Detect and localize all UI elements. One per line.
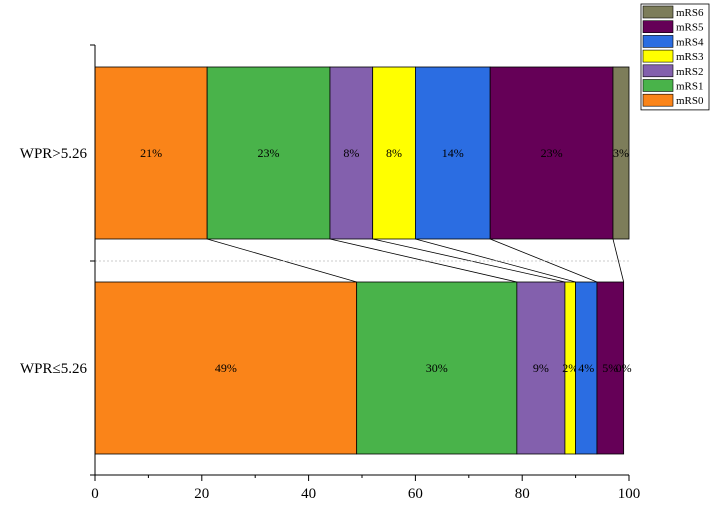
bar-value-label: 30% [426,361,448,375]
bar-segment-mrs2-0 [329,66,374,240]
legend-label: mRS3 [676,51,704,63]
category-label: WPR≤5.26 [20,361,87,377]
connector-line [415,238,576,283]
bar-value-label: 2% [562,361,578,375]
connector-lines [95,238,629,283]
bar-segment-mrs1-0 [206,66,331,240]
bar-segment-mrs0-1 [94,281,358,455]
legend-swatch-mrs5 [642,20,674,34]
x-tick-label: 100 [618,486,641,502]
legend: mRS6 mRS5 mRS4 mRS3 mRS2 mRS1 mRS0 [640,3,710,111]
bar-segment-mrs4-0 [414,66,491,240]
bar-value-label: 4% [578,361,594,375]
connector-line [372,238,566,283]
legend-label: mRS6 [676,7,704,19]
legend-label: mRS1 [676,81,704,93]
bar-value-label: 9% [533,361,549,375]
legend-label: mRS2 [676,66,704,78]
bar-value-label: 8% [343,146,359,160]
bar-value-label: 49% [215,361,237,375]
bar-segment-mrs2-1 [516,281,566,455]
bar-value-label: 8% [386,146,402,160]
bars: 21% 23% 8% 8% 14% 23% 3% 49% 30% 9% 2% 4% 5%0% [94,66,632,455]
legend-swatch-mrs3 [642,49,674,63]
bar-value-label: 3% [613,146,629,160]
legend-label: mRS0 [676,95,704,107]
connector-line [490,238,598,283]
bar-value-label: 23% [258,146,280,160]
bar-segment-mrs1-1 [356,281,518,455]
legend-swatch-mrs2 [642,64,674,78]
category-label: WPR>5.26 [20,146,88,162]
connector-line [612,238,625,283]
bar-segment-mrs0-0 [94,66,208,240]
axes: 0 20 40 60 80 100 WPR>5.26 WPR≤5.26 [20,44,641,502]
bar-segment-mrs3-0 [372,66,416,240]
bar-value-label: 5% [602,361,618,375]
bar-segment-mrs5-1 [596,281,625,455]
connector-line [207,238,357,283]
x-tick-label: 60 [408,486,423,502]
connector-line [329,238,517,283]
legend-swatch-mrs4 [642,35,674,48]
legend-swatch-mrs1 [642,79,674,92]
x-tick-label: 80 [515,486,530,502]
bar-value-label: 21% [140,146,162,160]
bar-segment-mrs6-0 [612,66,630,240]
bar-value-label: 0% [616,361,632,375]
x-tick-label: 20 [194,486,209,502]
x-tick-label: 0 [91,486,99,502]
bar-value-label: 23% [541,146,563,160]
x-tick-label: 40 [301,486,316,502]
legend-swatch-mrs0 [642,93,674,107]
legend-label: mRS5 [676,22,704,34]
bar-segment-mrs5-0 [489,66,614,240]
bar-value-label: 14% [442,146,464,160]
legend-label: mRS4 [676,36,704,48]
legend-swatch-mrs6 [642,5,674,19]
